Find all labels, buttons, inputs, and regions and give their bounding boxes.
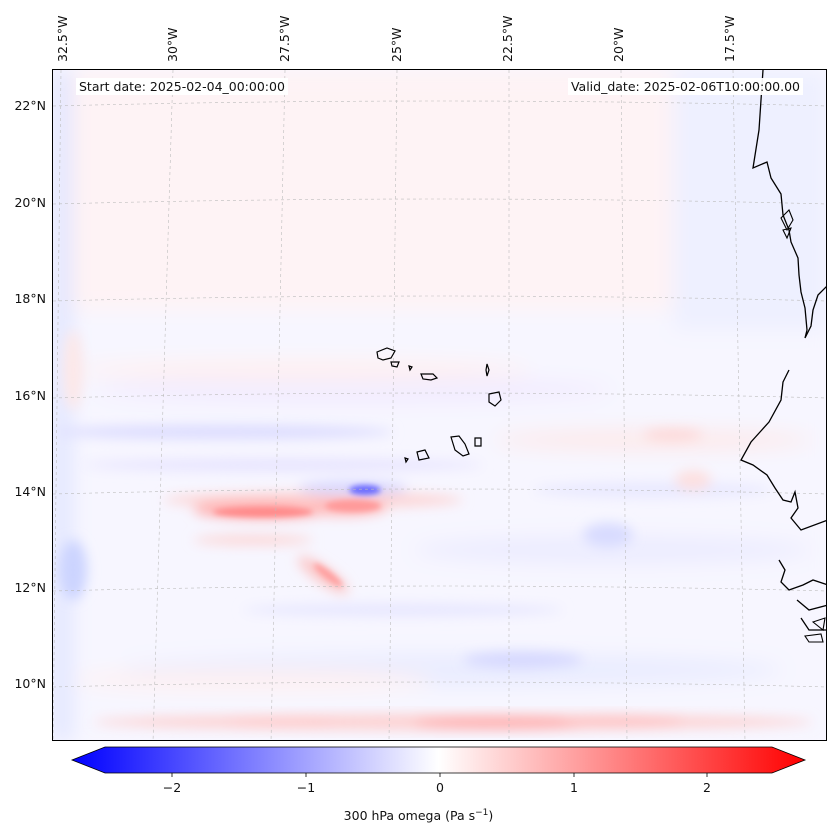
start-date-label: Start date: 2025-02-04_00:00:00 <box>76 78 288 95</box>
omega-field-map <box>53 70 826 740</box>
units: Pa s <box>450 808 476 824</box>
cape-verde-islands <box>376 347 502 464</box>
coastline <box>740 70 826 631</box>
units-exponent: −1 <box>475 808 489 818</box>
colorbar-tick: 0 <box>436 780 444 795</box>
colorbar-tick: −1 <box>296 780 316 795</box>
lat-label: 12°N <box>14 580 46 595</box>
colorbar-tick: 1 <box>570 780 578 795</box>
valid-date-label: Valid_date: 2025-02-06T10:00:00.00 <box>567 78 803 95</box>
lat-label: 20°N <box>14 195 46 210</box>
lon-label: 32.5°W <box>55 15 70 62</box>
colorbar-tick: −2 <box>162 780 182 795</box>
colorbar-tick: 2 <box>703 780 711 795</box>
lon-label: 22.5°W <box>500 15 515 62</box>
lon-label: 27.5°W <box>277 15 292 62</box>
colorbar <box>70 746 807 777</box>
lat-label: 10°N <box>14 676 46 691</box>
lon-label: 20°W <box>611 27 626 62</box>
lat-label: 14°N <box>14 484 46 499</box>
colorbar-title: 300 hPa omega (Pa s−1) <box>343 808 494 824</box>
lat-label: 18°N <box>14 291 46 306</box>
variable-name: 300 hPa omega <box>343 808 442 824</box>
lat-label: 22°N <box>14 98 46 113</box>
island-coast <box>780 209 826 643</box>
map-panel[interactable] <box>52 69 827 741</box>
lon-label: 25°W <box>389 27 404 62</box>
lon-label: 30°W <box>165 27 180 62</box>
lon-label: 17.5°W <box>722 15 737 62</box>
lat-label: 16°N <box>14 388 46 403</box>
graticule <box>53 70 826 740</box>
